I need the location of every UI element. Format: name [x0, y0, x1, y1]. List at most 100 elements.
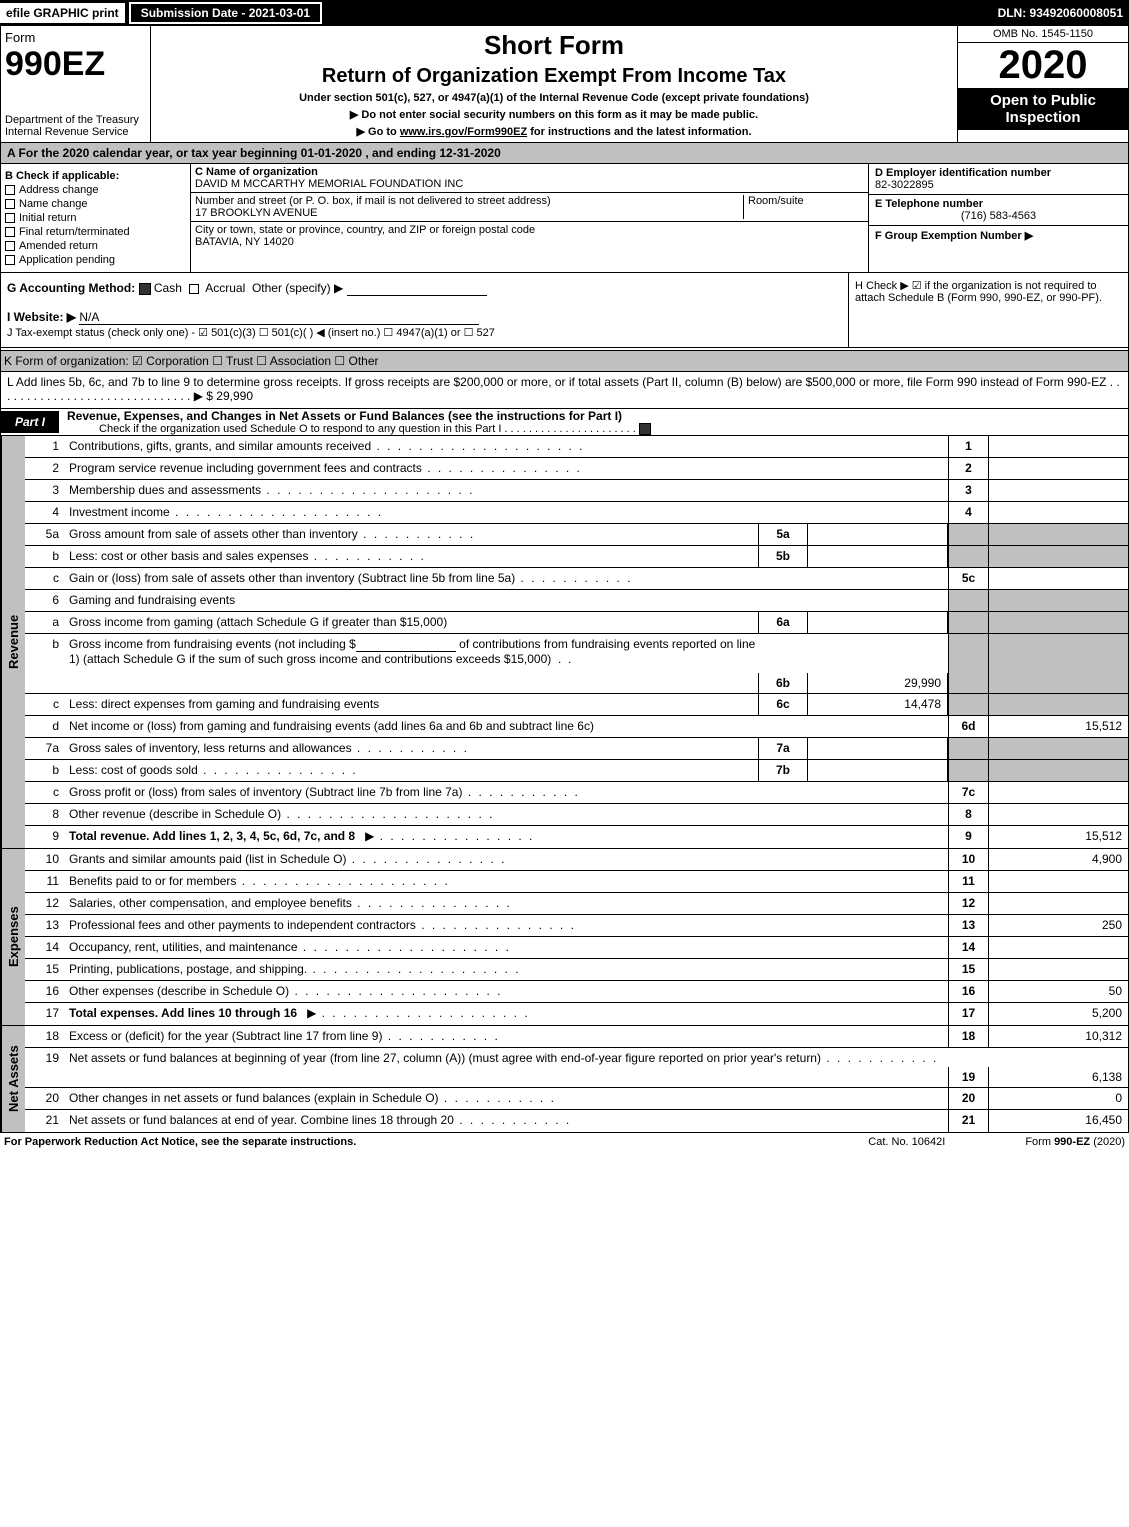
- checkbox-icon[interactable]: [5, 227, 15, 237]
- ln-rval: 15,512: [988, 826, 1128, 848]
- ln-txt: Other revenue (describe in Schedule O): [69, 804, 948, 825]
- ln-no: 20: [25, 1088, 69, 1109]
- ln-midval: 29,990: [808, 673, 948, 693]
- ln-no: 10: [25, 849, 69, 870]
- ln-midval: [808, 760, 948, 781]
- ln-mid: 7a: [758, 738, 808, 759]
- ln-no: b: [25, 546, 69, 567]
- c-name-label: C Name of organization: [195, 166, 864, 178]
- part-i-header: Part I Revenue, Expenses, and Changes in…: [0, 409, 1129, 436]
- g-cash: Cash: [154, 281, 182, 295]
- check-b-column: B Check if applicable: Address change Na…: [1, 164, 191, 272]
- ln-rval: 250: [988, 915, 1128, 936]
- checkbox-icon[interactable]: [5, 199, 15, 209]
- ln-no: b: [25, 760, 69, 781]
- ln-rno: 16: [948, 981, 988, 1002]
- ln-txt: Other changes in net assets or fund bala…: [69, 1088, 948, 1109]
- cb-amended: Amended return: [19, 240, 98, 252]
- ln-rno: [948, 612, 988, 633]
- ln-mid: 5a: [758, 524, 808, 545]
- ln-txt: Net assets or fund balances at beginning…: [69, 1048, 948, 1087]
- short-form-title: Short Form: [153, 30, 955, 61]
- ln-txt: Benefits paid to or for members: [69, 871, 948, 892]
- ln-rval: 10,312: [988, 1026, 1128, 1047]
- checkbox-icon[interactable]: [5, 213, 15, 223]
- cb-pending: Application pending: [19, 254, 115, 266]
- row-a-tax-year: A For the 2020 calendar year, or tax yea…: [0, 143, 1129, 164]
- goto-instructions: ▶ Go to www.irs.gov/Form990EZ for instru…: [153, 125, 955, 138]
- ln-rval: [988, 458, 1128, 479]
- d-ein-label: D Employer identification number: [875, 167, 1051, 179]
- checkbox-icon[interactable]: [5, 185, 15, 195]
- ln-rval: 5,200: [988, 1003, 1128, 1025]
- org-street: 17 BROOKLYN AVENUE: [195, 207, 743, 219]
- ln-no: 19: [25, 1048, 69, 1087]
- ln-txt: Gross sales of inventory, less returns a…: [69, 738, 758, 759]
- street-label: Number and street (or P. O. box, if mail…: [195, 195, 743, 207]
- ln-rval: [988, 738, 1128, 759]
- f-group-label: F Group Exemption Number ▶: [875, 230, 1033, 242]
- e-phone-label: E Telephone number: [875, 198, 983, 210]
- cb-initial: Initial return: [19, 212, 76, 224]
- ln-rval: 15,512: [988, 716, 1128, 737]
- ln-rval: [988, 436, 1128, 457]
- open-to-public: Open to Public Inspection: [958, 88, 1128, 130]
- ln-no: b: [25, 634, 69, 693]
- ln-rno: [948, 590, 988, 611]
- checkbox-icon[interactable]: [5, 255, 15, 265]
- checkbox-icon[interactable]: [189, 284, 199, 294]
- cb-final: Final return/terminated: [19, 226, 130, 238]
- form-header: Form 990EZ Department of the Treasury In…: [0, 26, 1129, 143]
- ln-no: a: [25, 612, 69, 633]
- ln-txt: Gross income from gaming (attach Schedul…: [69, 612, 758, 633]
- ln-txt: Gain or (loss) from sale of assets other…: [69, 568, 948, 589]
- ln-txt: Grants and similar amounts paid (list in…: [69, 849, 948, 870]
- ln-txt: Less: cost of goods sold: [69, 760, 758, 781]
- room-suite-label: Room/suite: [744, 195, 864, 219]
- ln-no: 5a: [25, 524, 69, 545]
- cb-name-change: Name change: [19, 198, 88, 210]
- ln-no: 12: [25, 893, 69, 914]
- ln-txt: Printing, publications, postage, and shi…: [69, 959, 948, 980]
- ln-rval: [988, 612, 1128, 633]
- ln-midval: [808, 612, 948, 633]
- irs-label: Internal Revenue Service: [5, 126, 146, 138]
- ln-rno: 10: [948, 849, 988, 870]
- ln-txt: Net assets or fund balances at end of ye…: [69, 1110, 948, 1132]
- ln-midval: [808, 546, 948, 567]
- ln-txt: Occupancy, rent, utilities, and maintena…: [69, 937, 948, 958]
- ln-rval: [988, 694, 1128, 715]
- ln-no: 11: [25, 871, 69, 892]
- ln-rval: [988, 804, 1128, 825]
- checked-icon: [139, 283, 151, 295]
- ln-rno: 19: [948, 1067, 988, 1087]
- ln-no: 21: [25, 1110, 69, 1132]
- efile-print-label[interactable]: efile GRAPHIC print: [0, 3, 125, 23]
- entity-info-block: B Check if applicable: Address change Na…: [0, 164, 1129, 273]
- ln-rno: 3: [948, 480, 988, 501]
- ln-rval: [988, 634, 1128, 693]
- irs-link[interactable]: www.irs.gov/Form990EZ: [400, 126, 527, 138]
- net-assets-table: Net Assets 18Excess or (deficit) for the…: [0, 1026, 1129, 1133]
- checkbox-icon[interactable]: [5, 241, 15, 251]
- ln-mid: 6c: [758, 694, 808, 715]
- g-other: Other (specify) ▶: [252, 281, 343, 295]
- ln-txt: Gross profit or (loss) from sales of inv…: [69, 782, 948, 803]
- phone-value: (716) 583-4563: [875, 210, 1122, 222]
- ln-rno: [948, 694, 988, 715]
- k-form-org: K Form of organization: ☑ Corporation ☐ …: [1, 350, 1128, 372]
- ln-rval: 4,900: [988, 849, 1128, 870]
- ln-no: 15: [25, 959, 69, 980]
- ln-no: 18: [25, 1026, 69, 1047]
- cb-addr-change: Address change: [19, 184, 99, 196]
- j-tax-exempt: J Tax-exempt status (check only one) - ☑…: [7, 327, 495, 339]
- ln-rval: [988, 893, 1128, 914]
- ln-rno: 1: [948, 436, 988, 457]
- ln-no: 3: [25, 480, 69, 501]
- ln-txt: Contributions, gifts, grants, and simila…: [69, 436, 948, 457]
- expenses-sidelabel: Expenses: [1, 849, 25, 1025]
- ln-txt: Excess or (deficit) for the year (Subtra…: [69, 1026, 948, 1047]
- ln-no: c: [25, 782, 69, 803]
- ln-mid: 5b: [758, 546, 808, 567]
- ln-rno: 9: [948, 826, 988, 848]
